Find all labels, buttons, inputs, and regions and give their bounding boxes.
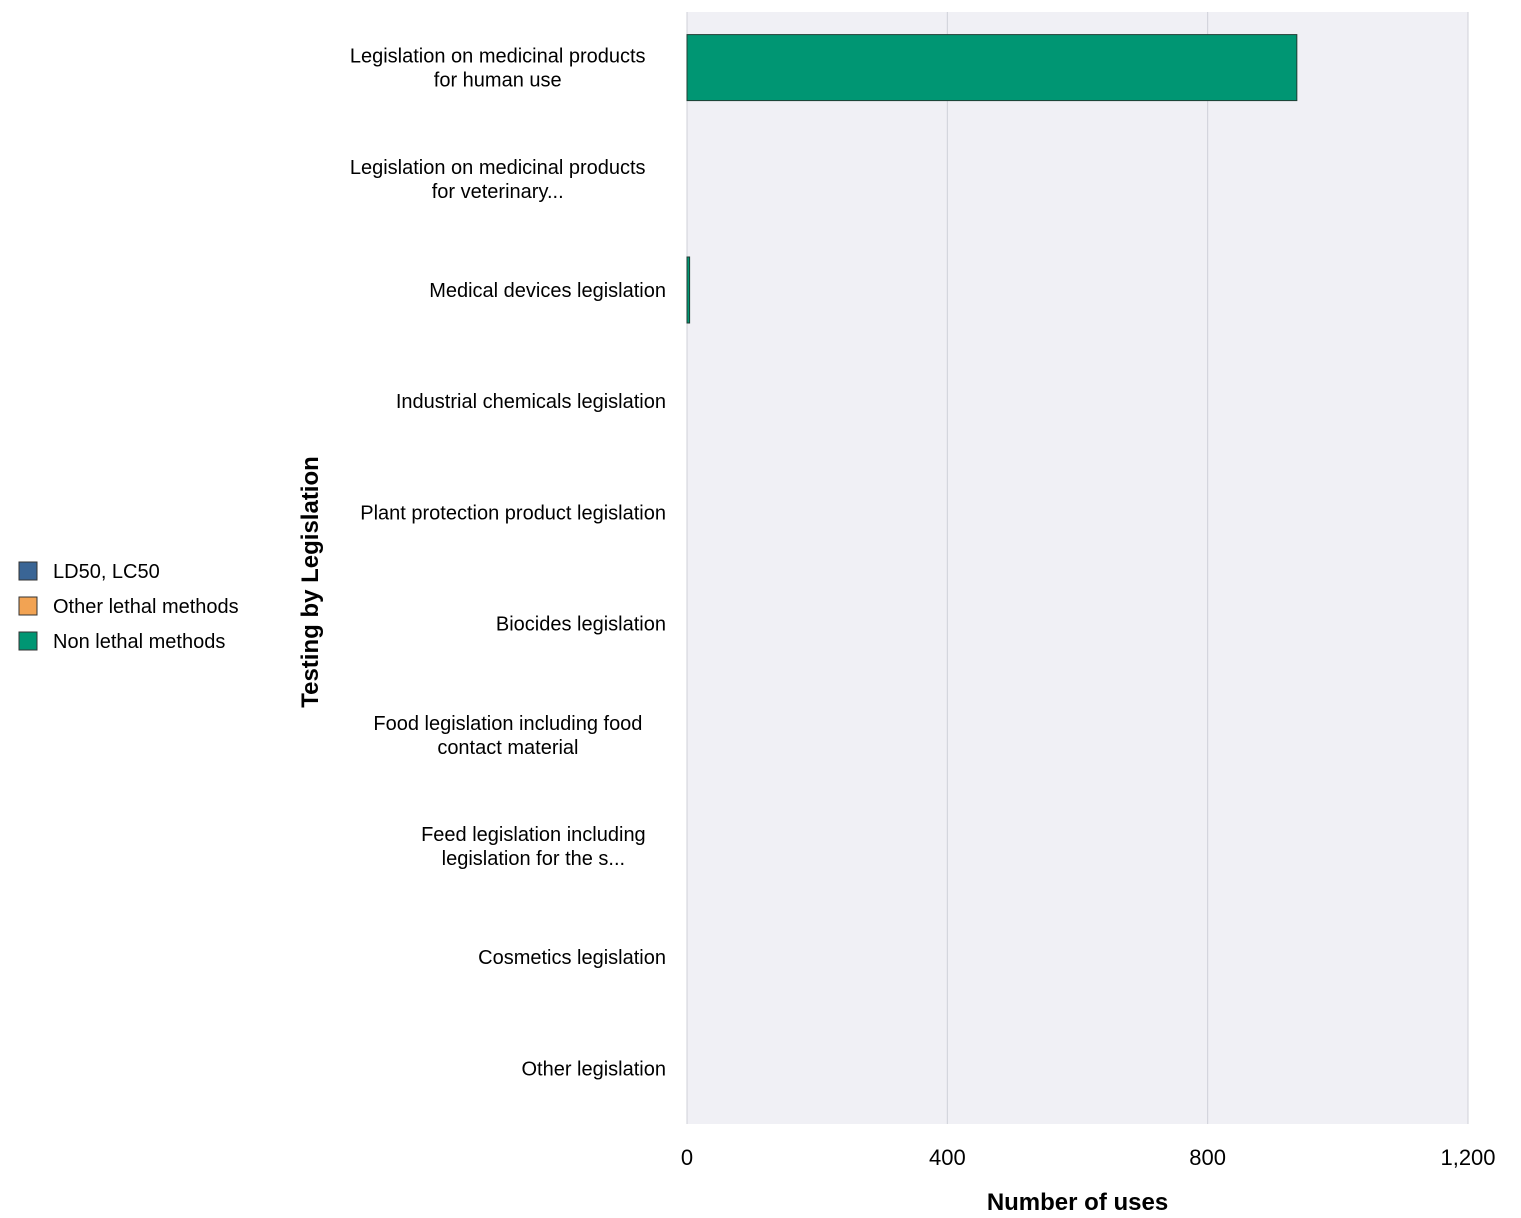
category-label: Industrial chemicals legislation (396, 391, 666, 413)
legend-swatch (18, 596, 38, 616)
bars (686, 34, 1298, 324)
category-label: Legislation on medicinal products (350, 157, 646, 179)
bar-0-series-2 (686, 34, 1298, 102)
category-label: for veterinary... (432, 181, 564, 203)
category-label: Biocides legislation (496, 614, 666, 636)
x-axis-title: Number of uses (987, 1189, 1168, 1216)
category-label: legislation for the s... (442, 848, 625, 870)
x-tick-labels: 0 400 800 1,200 (681, 1145, 1496, 1170)
x-tick-label: 1,200 (1440, 1145, 1495, 1170)
legend-label: Non lethal methods (53, 631, 225, 653)
bar-2-series-2 (686, 256, 691, 324)
y-axis-title: Testing by Legislation (297, 456, 324, 708)
category-label: Plant protection product legislation (360, 502, 666, 524)
category-label: Medical devices legislation (429, 280, 666, 302)
category-label: Legislation on medicinal products (350, 46, 646, 68)
category-label: Food legislation including food (373, 713, 642, 735)
legend-label: Other lethal methods (53, 596, 239, 618)
category-label: Cosmetics legislation (478, 947, 666, 969)
legend: LD50, LC50 Other lethal methods Non lethal… (18, 561, 239, 653)
legend-label: LD50, LC50 (53, 561, 160, 583)
category-label: contact material (437, 737, 578, 759)
category-label: Feed legislation including (421, 824, 646, 846)
legend-swatch (18, 631, 38, 651)
x-tick-label: 400 (929, 1145, 966, 1170)
gridlines (686, 12, 1469, 1124)
legend-swatch (18, 561, 38, 581)
plot-area (687, 12, 1468, 1124)
category-label: Other legislation (521, 1058, 666, 1080)
x-tick-label: 0 (681, 1145, 693, 1170)
category-label: for human use (434, 70, 562, 92)
x-tick-label: 800 (1189, 1145, 1226, 1170)
